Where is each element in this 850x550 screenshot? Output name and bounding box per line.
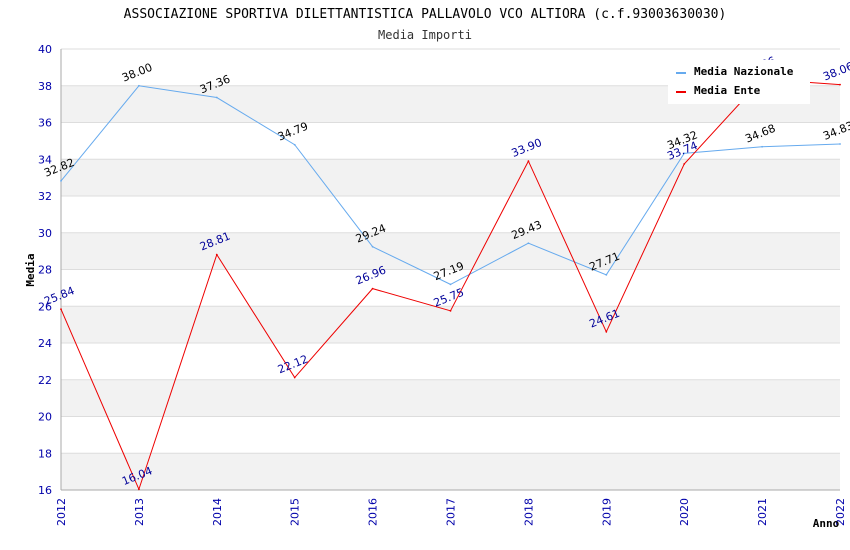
- x-axis-label: Anno: [813, 517, 840, 530]
- chart-title: ASSOCIAZIONE SPORTIVA DILETTANTISTICA PA…: [124, 7, 727, 22]
- x-tick-label: 2015: [289, 498, 302, 526]
- x-tick-label: 2014: [211, 498, 224, 526]
- legend-label-ente: Media Ente: [694, 84, 761, 97]
- plot-band: [61, 159, 840, 196]
- x-tick-label: 2018: [522, 498, 535, 526]
- legend-box: [668, 60, 810, 104]
- x-tick-labels: 2012 2013 2014 2015 2016 2017 2018 2019 2020 2021…: [55, 498, 847, 526]
- plot-background: [61, 49, 840, 490]
- plot-band: [61, 453, 840, 490]
- y-tick-label: 22: [38, 374, 52, 387]
- data-point: [138, 84, 140, 87]
- plot-band: [61, 122, 840, 160]
- y-tick-label: 36: [38, 117, 52, 130]
- x-tick-label: 2012: [55, 498, 68, 526]
- y-tick-label: 26: [38, 300, 52, 313]
- plot-band: [61, 269, 840, 307]
- plot-band: [61, 343, 840, 380]
- x-tick-label: 2019: [600, 498, 613, 526]
- data-point: [138, 488, 140, 491]
- data-point: [449, 283, 452, 286]
- plot-band: [61, 196, 840, 233]
- data-point: [683, 163, 686, 165]
- data-point: [527, 160, 530, 162]
- x-tick-label: 2017: [445, 498, 458, 526]
- data-point: [839, 83, 841, 86]
- data-point: [215, 96, 218, 99]
- data-point: [527, 242, 530, 245]
- plot-band: [61, 232, 840, 270]
- data-point: [60, 308, 62, 311]
- x-tick-label: 2020: [678, 498, 691, 526]
- y-tick-label: 18: [38, 447, 52, 460]
- plot-band: [61, 306, 840, 343]
- x-tick-label: 2021: [756, 498, 769, 526]
- legend-label-nazionale: Media Nazionale: [694, 65, 794, 78]
- plot-band: [61, 379, 840, 417]
- plot-band: [61, 416, 840, 454]
- x-tick-label: 2016: [367, 498, 380, 526]
- data-point: [605, 273, 608, 276]
- y-tick-label: 38: [38, 80, 52, 93]
- series-layer: [60, 78, 841, 491]
- data-point: [60, 180, 62, 182]
- y-tick-label: 24: [38, 337, 52, 350]
- y-axis-label: Media: [24, 253, 37, 286]
- data-point: [449, 309, 452, 312]
- legend: Media Nazionale Media Ente: [668, 60, 810, 104]
- data-point: [293, 143, 296, 146]
- data-point: [371, 245, 374, 248]
- data-point: [683, 152, 686, 155]
- y-tick-label: 34: [38, 153, 52, 166]
- data-point: [215, 253, 218, 256]
- y-tick-label: 32: [38, 190, 52, 203]
- axes: [60, 49, 840, 491]
- y-tick-label: 28: [38, 264, 52, 277]
- y-tick-label: 40: [38, 43, 52, 56]
- x-tick-label: 2013: [133, 498, 146, 526]
- y-tick-label: 20: [38, 411, 52, 424]
- chart-subtitle: Media Importi: [378, 28, 472, 42]
- data-point: [839, 143, 841, 145]
- y-tick-label: 30: [38, 227, 52, 240]
- data-point: [293, 376, 296, 379]
- data-point: [761, 145, 763, 148]
- y-tick-labels: 16 18 20 22 24 26 28 30 32 34 36 38 40: [38, 43, 52, 497]
- y-tick-label: 16: [38, 484, 52, 497]
- x-tick-label: 2022: [834, 498, 847, 526]
- data-point: [371, 287, 374, 290]
- data-point: [605, 330, 608, 333]
